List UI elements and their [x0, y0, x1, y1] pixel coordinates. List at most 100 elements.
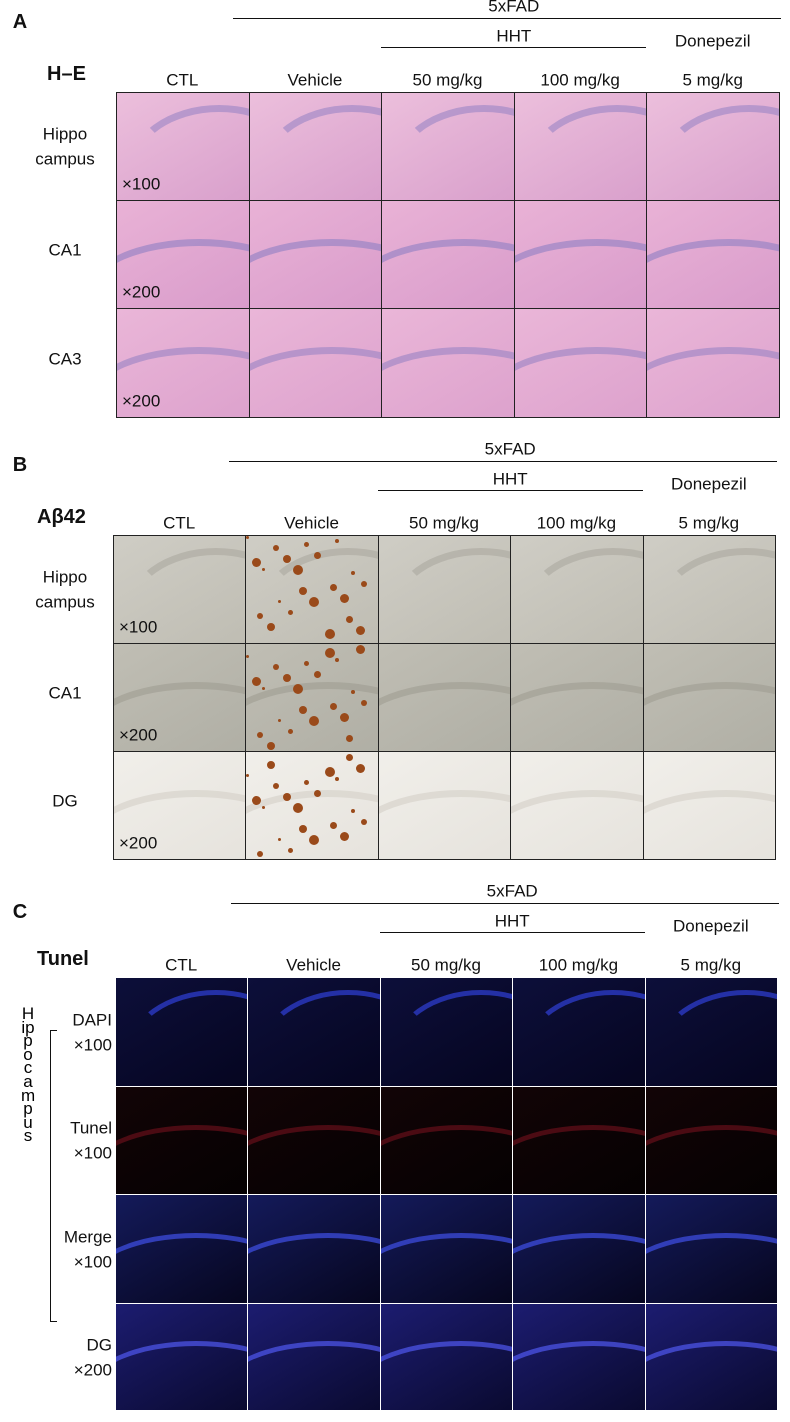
micrograph [642, 751, 776, 860]
plaque [288, 610, 294, 615]
row-label: CA3 [48, 349, 82, 368]
column-label: 100 mg/kg [536, 513, 617, 533]
plaque [304, 661, 310, 666]
plaque [262, 687, 266, 690]
tissue-layer [645, 1233, 777, 1303]
side-label: Hippocampus [21, 1004, 36, 1146]
magnification: ×200 [73, 1360, 112, 1379]
plaque [340, 832, 350, 841]
tissue-layer [258, 990, 380, 1086]
micrograph [245, 751, 379, 860]
group-line [231, 903, 779, 904]
plaque [267, 761, 276, 769]
plaque [267, 742, 276, 750]
plaque [351, 690, 356, 694]
plaque [252, 677, 262, 686]
micrograph [247, 1194, 381, 1304]
tissue-layer [643, 681, 775, 751]
plaque [314, 790, 322, 797]
micrograph [646, 308, 780, 418]
tissue-layer [127, 105, 249, 200]
column-label: Vehicle [286, 955, 342, 975]
micrograph [113, 643, 247, 752]
plaque [356, 645, 366, 654]
micrograph [646, 92, 780, 201]
column-label: 50 mg/kg [411, 955, 481, 975]
micrograph [248, 92, 383, 201]
magnification: ×200 [119, 725, 158, 745]
column-label: CTL [166, 70, 199, 90]
magnification: ×100 [119, 617, 158, 637]
micrograph [642, 643, 776, 752]
tissue-layer [114, 789, 246, 859]
magnification: ×100 [73, 1252, 112, 1271]
micrograph [377, 751, 512, 860]
plaque [288, 729, 294, 734]
micrograph [379, 1194, 514, 1304]
magnification: ×200 [119, 833, 158, 853]
plaque [304, 542, 310, 547]
subgroup-line [381, 47, 647, 48]
tissue-layer [380, 1341, 513, 1410]
tissue-layer [116, 347, 249, 417]
tissue-layer [380, 1233, 513, 1303]
micrograph [116, 92, 250, 201]
plaque [361, 700, 368, 706]
tissue-layer [653, 548, 775, 643]
tissue-layer [249, 347, 382, 417]
row-label: Hippo [42, 567, 88, 587]
tissue-layer [116, 1233, 248, 1303]
tissue-layer [390, 990, 513, 1086]
subgroup-line [377, 490, 643, 491]
micrograph [512, 1086, 646, 1195]
micrograph [377, 535, 512, 644]
plaque [273, 664, 280, 670]
micrograph [379, 977, 514, 1087]
drug-dose: 5 mg/kg [678, 513, 740, 533]
micrograph [248, 308, 383, 418]
subgroup-label: HHT [492, 469, 528, 489]
plaque [361, 819, 368, 825]
row-label: campus [35, 592, 95, 612]
tissue-layer [521, 548, 643, 643]
plaque [346, 754, 354, 761]
tissue-layer [511, 681, 643, 751]
tissue-layer [248, 1124, 380, 1194]
plaque [335, 777, 340, 781]
micrograph [377, 643, 512, 752]
tissue-layer [382, 238, 514, 308]
plaque [246, 655, 250, 658]
panel-letter: A [12, 11, 28, 33]
micrograph [247, 1303, 381, 1411]
column-label: Vehicle [284, 513, 340, 533]
tissue-layer [246, 789, 378, 859]
row-label: Tunel [70, 1118, 112, 1138]
tissue-layer [124, 548, 246, 643]
tissue-layer [248, 1341, 380, 1410]
column-label: 50 mg/kg [412, 70, 483, 90]
plaque [304, 780, 310, 785]
plaque [293, 684, 304, 694]
row-label: DG [52, 791, 78, 811]
plaque [361, 581, 368, 587]
micrograph [116, 308, 250, 418]
tissue-layer [524, 105, 647, 200]
tissue-layer [392, 105, 514, 200]
panel-letter: C [12, 901, 28, 923]
micrograph [646, 200, 780, 309]
tissue-layer [378, 681, 511, 751]
micrograph [510, 751, 644, 860]
plaque [278, 600, 282, 603]
plaque [299, 706, 308, 714]
drug-dose: 5 mg/kg [682, 70, 743, 90]
plaque [335, 539, 340, 543]
micrograph [644, 977, 778, 1087]
micrograph [512, 1194, 646, 1304]
micrograph [512, 977, 646, 1087]
column-label: CTL [165, 955, 198, 975]
tissue-layer [513, 1341, 645, 1410]
tissue-layer [523, 990, 645, 1086]
micrograph [115, 1303, 249, 1411]
tissue-layer [514, 347, 647, 417]
tissue-layer [246, 681, 378, 751]
